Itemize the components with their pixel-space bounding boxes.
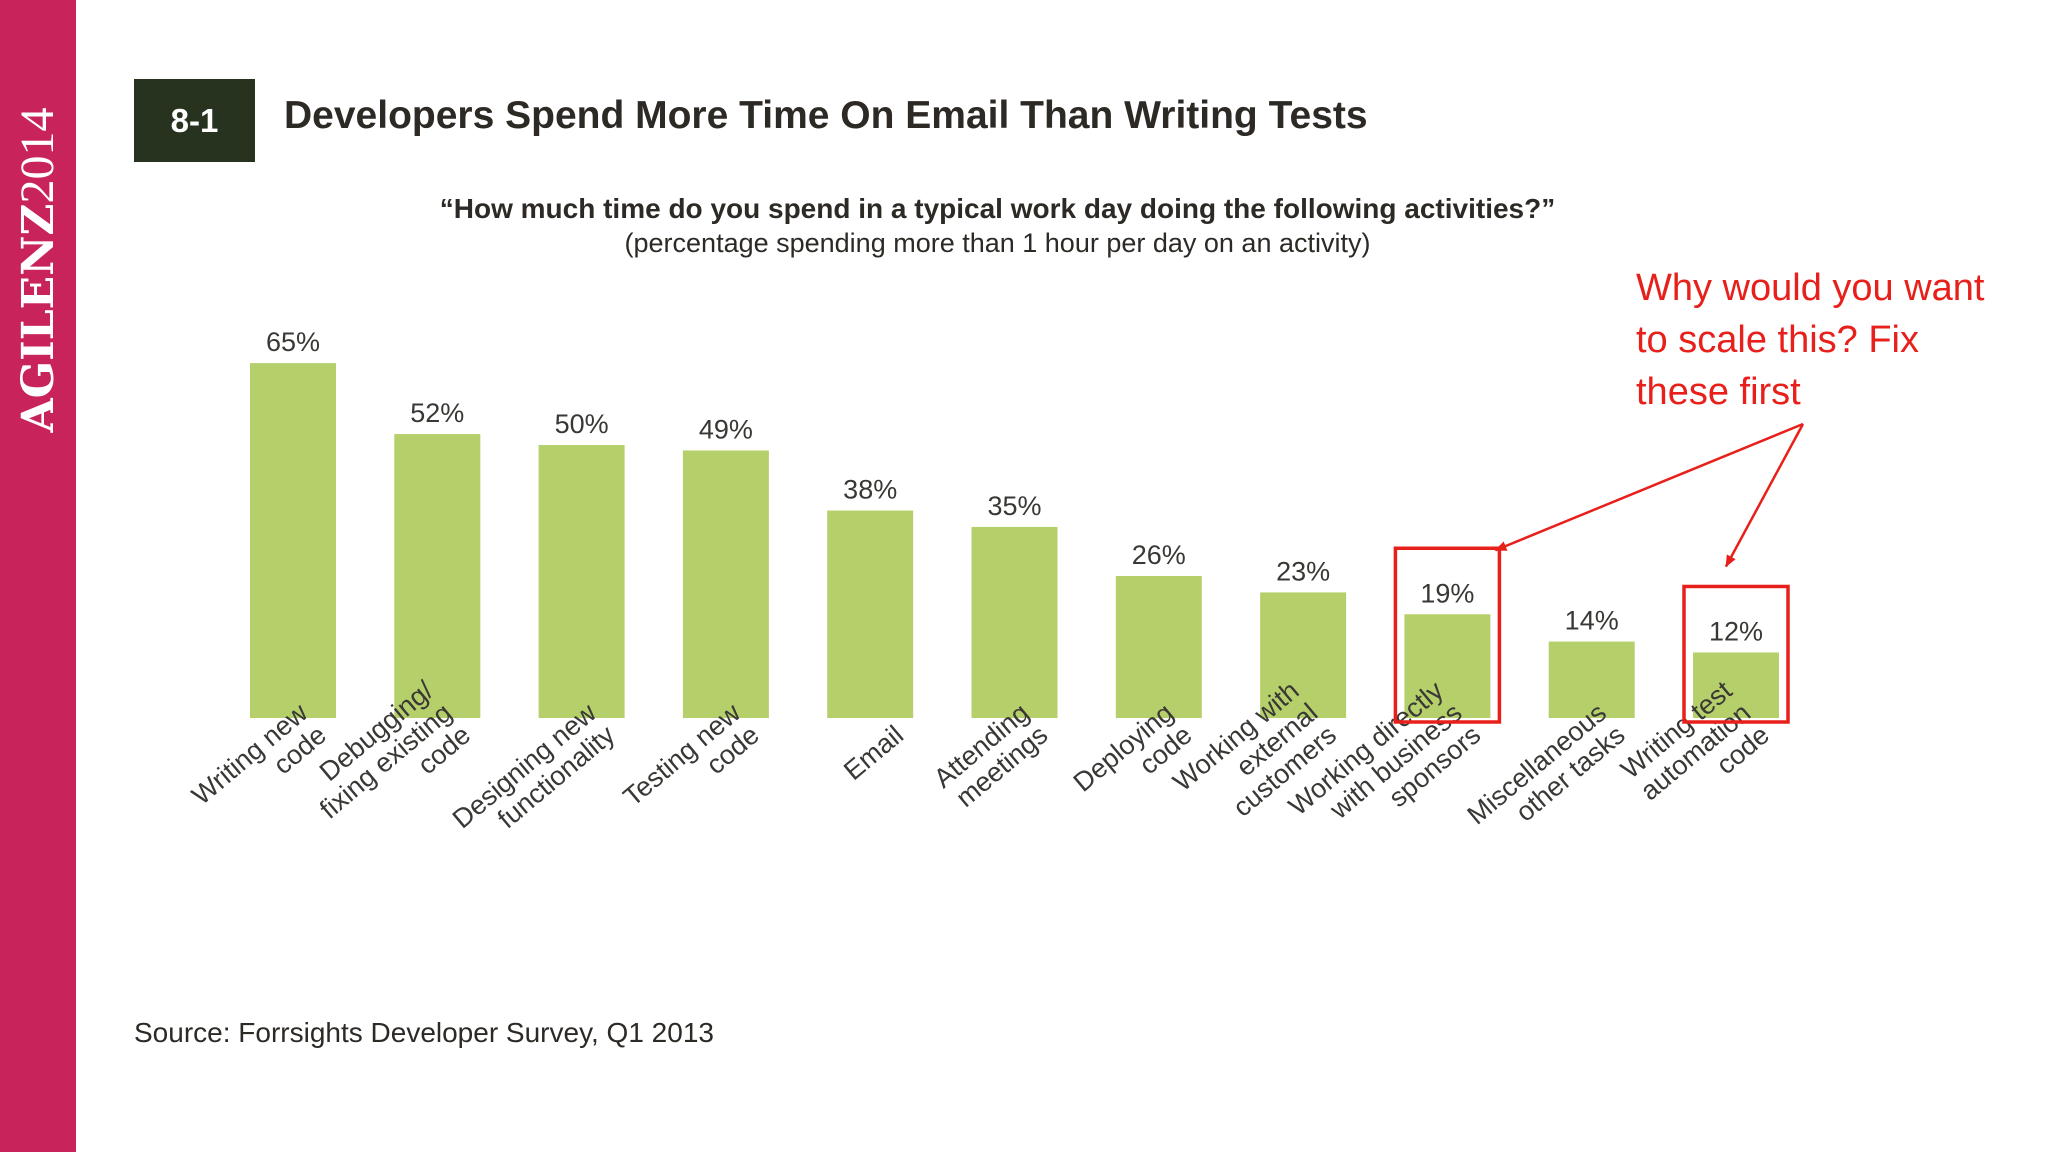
- annotation-line-3: these first: [1636, 371, 1801, 413]
- chart-subtitle: (percentage spending more than 1 hour pe…: [624, 228, 1371, 258]
- bar-9: [1548, 641, 1635, 718]
- highlight-box-10: [1682, 584, 1790, 724]
- red-annotation: Why would you want to scale this? Fix th…: [1636, 262, 1985, 418]
- bar-5: [971, 526, 1058, 718]
- figure-number-badge: 8-1: [134, 79, 255, 162]
- bar-value-label-7: 23%: [1276, 556, 1330, 586]
- category-label-4: Email: [838, 720, 909, 786]
- bar-8: [1404, 614, 1491, 718]
- bar-2: [538, 445, 625, 718]
- bar-7: [1260, 592, 1347, 718]
- bar-value-label-4: 38%: [843, 475, 897, 505]
- bar-6: [1115, 576, 1202, 718]
- bar-value-label-1: 52%: [410, 398, 464, 428]
- figure-title: Developers Spend More Time On Email Than…: [284, 94, 1368, 137]
- bar-value-label-3: 49%: [699, 414, 753, 444]
- annotation-arrow-1: [1494, 422, 1804, 552]
- annotation-arrow-2: [1724, 423, 1805, 568]
- bar-10: [1693, 652, 1779, 718]
- bar-value-label-9: 14%: [1565, 606, 1619, 636]
- category-label-4-line-0: Email: [838, 720, 909, 786]
- bar-4: [827, 510, 914, 718]
- bar-3: [682, 450, 769, 718]
- annotation-line-2: to scale this? Fix: [1636, 319, 1919, 361]
- bar-value-label-5: 35%: [987, 491, 1041, 521]
- brand-sidebar: AGILENZ2014: [0, 0, 76, 1152]
- bar-value-label-6: 26%: [1132, 540, 1186, 570]
- bar-0: [250, 363, 336, 718]
- source-note: Source: Forrsights Developer Survey, Q1 …: [134, 1017, 714, 1048]
- survey-question: “How much time do you spend in a typical…: [439, 193, 1556, 224]
- bar-value-label-2: 50%: [555, 409, 609, 439]
- bar-value-label-0: 65%: [266, 327, 320, 357]
- highlight-box-8: [1393, 546, 1502, 724]
- annotation-line-1: Why would you want: [1636, 267, 1985, 309]
- bar-value-label-10: 12%: [1709, 616, 1763, 646]
- bar-value-label-8: 19%: [1420, 578, 1474, 608]
- bar-1: [394, 434, 481, 718]
